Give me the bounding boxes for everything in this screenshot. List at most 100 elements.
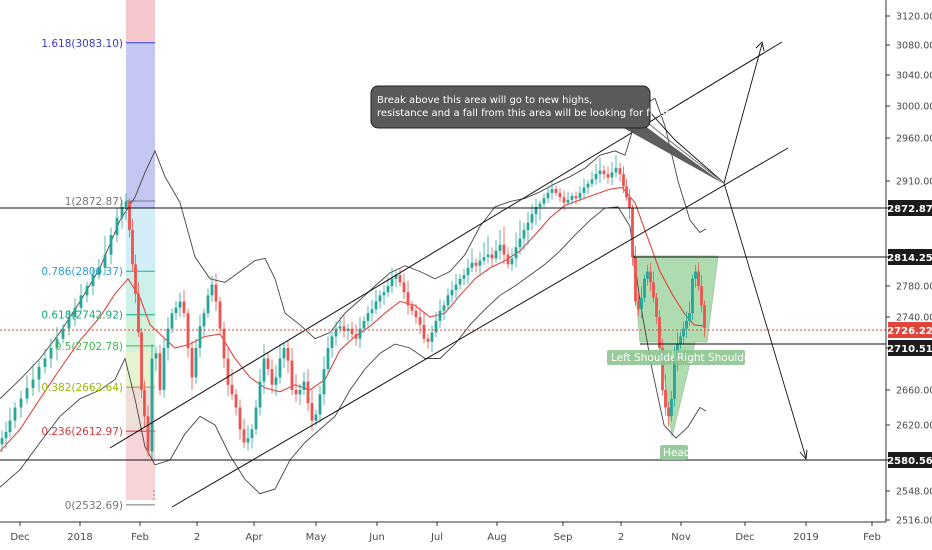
candle-body [31,379,35,388]
candle-body [574,196,578,199]
candle-body [418,317,422,325]
candle-body [426,338,430,342]
candle-body [143,390,146,417]
candle-body [266,358,270,369]
candle-body [350,328,354,335]
candle-body [374,301,378,310]
candle-body [614,168,618,173]
candle-body [514,247,518,259]
x-tick-label: 2019 [793,532,818,543]
candle-body [679,336,682,345]
x-tick-label: Sep [554,532,573,543]
price-label-text: 2872.87 [887,204,932,215]
price-label-box [888,452,932,468]
candle-body [625,186,628,198]
candle-body [530,214,534,223]
candle-body [234,394,238,408]
candle-body [655,297,658,317]
candle-body [174,307,178,314]
candle-body [214,284,218,302]
candle-body [194,348,198,378]
candle-body [454,284,458,290]
fib-label-0: 1.618(3083.10) [41,38,123,50]
candle-body [602,170,606,175]
candle-body [290,360,294,390]
candle-body [218,301,222,329]
candle-body [358,328,362,339]
candle-body [658,317,661,348]
candle-body [422,324,426,339]
left-shoulder-label: Left Shoulder [611,352,682,364]
candle-body [458,278,462,285]
candle-body [338,326,342,329]
candle-body [85,286,89,296]
candle-body [334,328,338,337]
candle-body [606,174,610,178]
candle-body [450,289,454,296]
candle-body [664,390,667,408]
candle-body [398,275,402,283]
candle-body [494,250,498,259]
price-label-text: 2580.56 [887,456,932,467]
candle-body [158,353,162,390]
fib-label-4: 0.5(2702.78) [55,341,123,353]
candle-body [198,326,202,348]
candle-body [526,222,530,231]
price-label-box [888,200,932,216]
x-tick-label: Feb [863,532,881,543]
candle-body [154,353,158,359]
candle-body [586,183,590,188]
candle-body [518,238,522,248]
fib-label-5: 0.382(2662.64) [41,382,123,394]
candle-body [238,407,242,430]
y-tick-label: 2516.00 [896,516,932,527]
candle-body [640,297,643,310]
candle-body [598,170,602,175]
candle-body [649,271,652,283]
candle-body [703,305,706,328]
y-tick-label: 3080.00 [896,41,932,52]
candle-body [652,282,655,298]
x-tick-label: Jul [430,532,443,543]
candle-body [162,348,166,390]
y-tick-label: 3040.00 [896,71,932,82]
candle-body [414,310,418,317]
y-tick-label: 2910.00 [896,177,932,188]
candle-body [0,438,4,445]
candle-body [258,381,262,408]
candle-body [302,381,306,390]
candle-body [294,390,298,395]
candle-body [486,254,490,257]
candle-body [61,328,65,339]
candle-body [354,334,358,339]
candle-body [97,267,101,276]
candle-body [534,206,538,215]
candle-body [330,336,334,348]
annotation-line-1: Break above this area will go to new hig… [377,95,592,106]
candle-body [298,390,302,395]
candle-body [270,369,274,385]
x-tick-label: Dec [10,532,29,543]
candle-body [230,384,234,395]
price-label-box [888,322,932,338]
candle-body [578,192,582,199]
candle-body [342,326,346,331]
fib-level-labels: 1.618(3083.10) 1(2872.87) 0.786(2800.37) 0.… [41,38,123,512]
candle-body [226,358,230,385]
candle-body [306,381,310,404]
candle-body [124,201,128,207]
candle-body [634,257,637,302]
y-tick-label: 2548.00 [896,487,932,498]
candle-body [140,332,143,390]
candle-body [522,230,526,239]
candle-body [322,369,326,395]
x-tick-label: 2018 [67,532,92,543]
candle-body [570,196,574,200]
x-tick-label: 2 [194,532,200,543]
x-tick-label: May [306,532,327,543]
candle-body [178,301,182,308]
candle-body [4,432,8,439]
candle-body [318,394,322,415]
candle-body [691,278,694,314]
